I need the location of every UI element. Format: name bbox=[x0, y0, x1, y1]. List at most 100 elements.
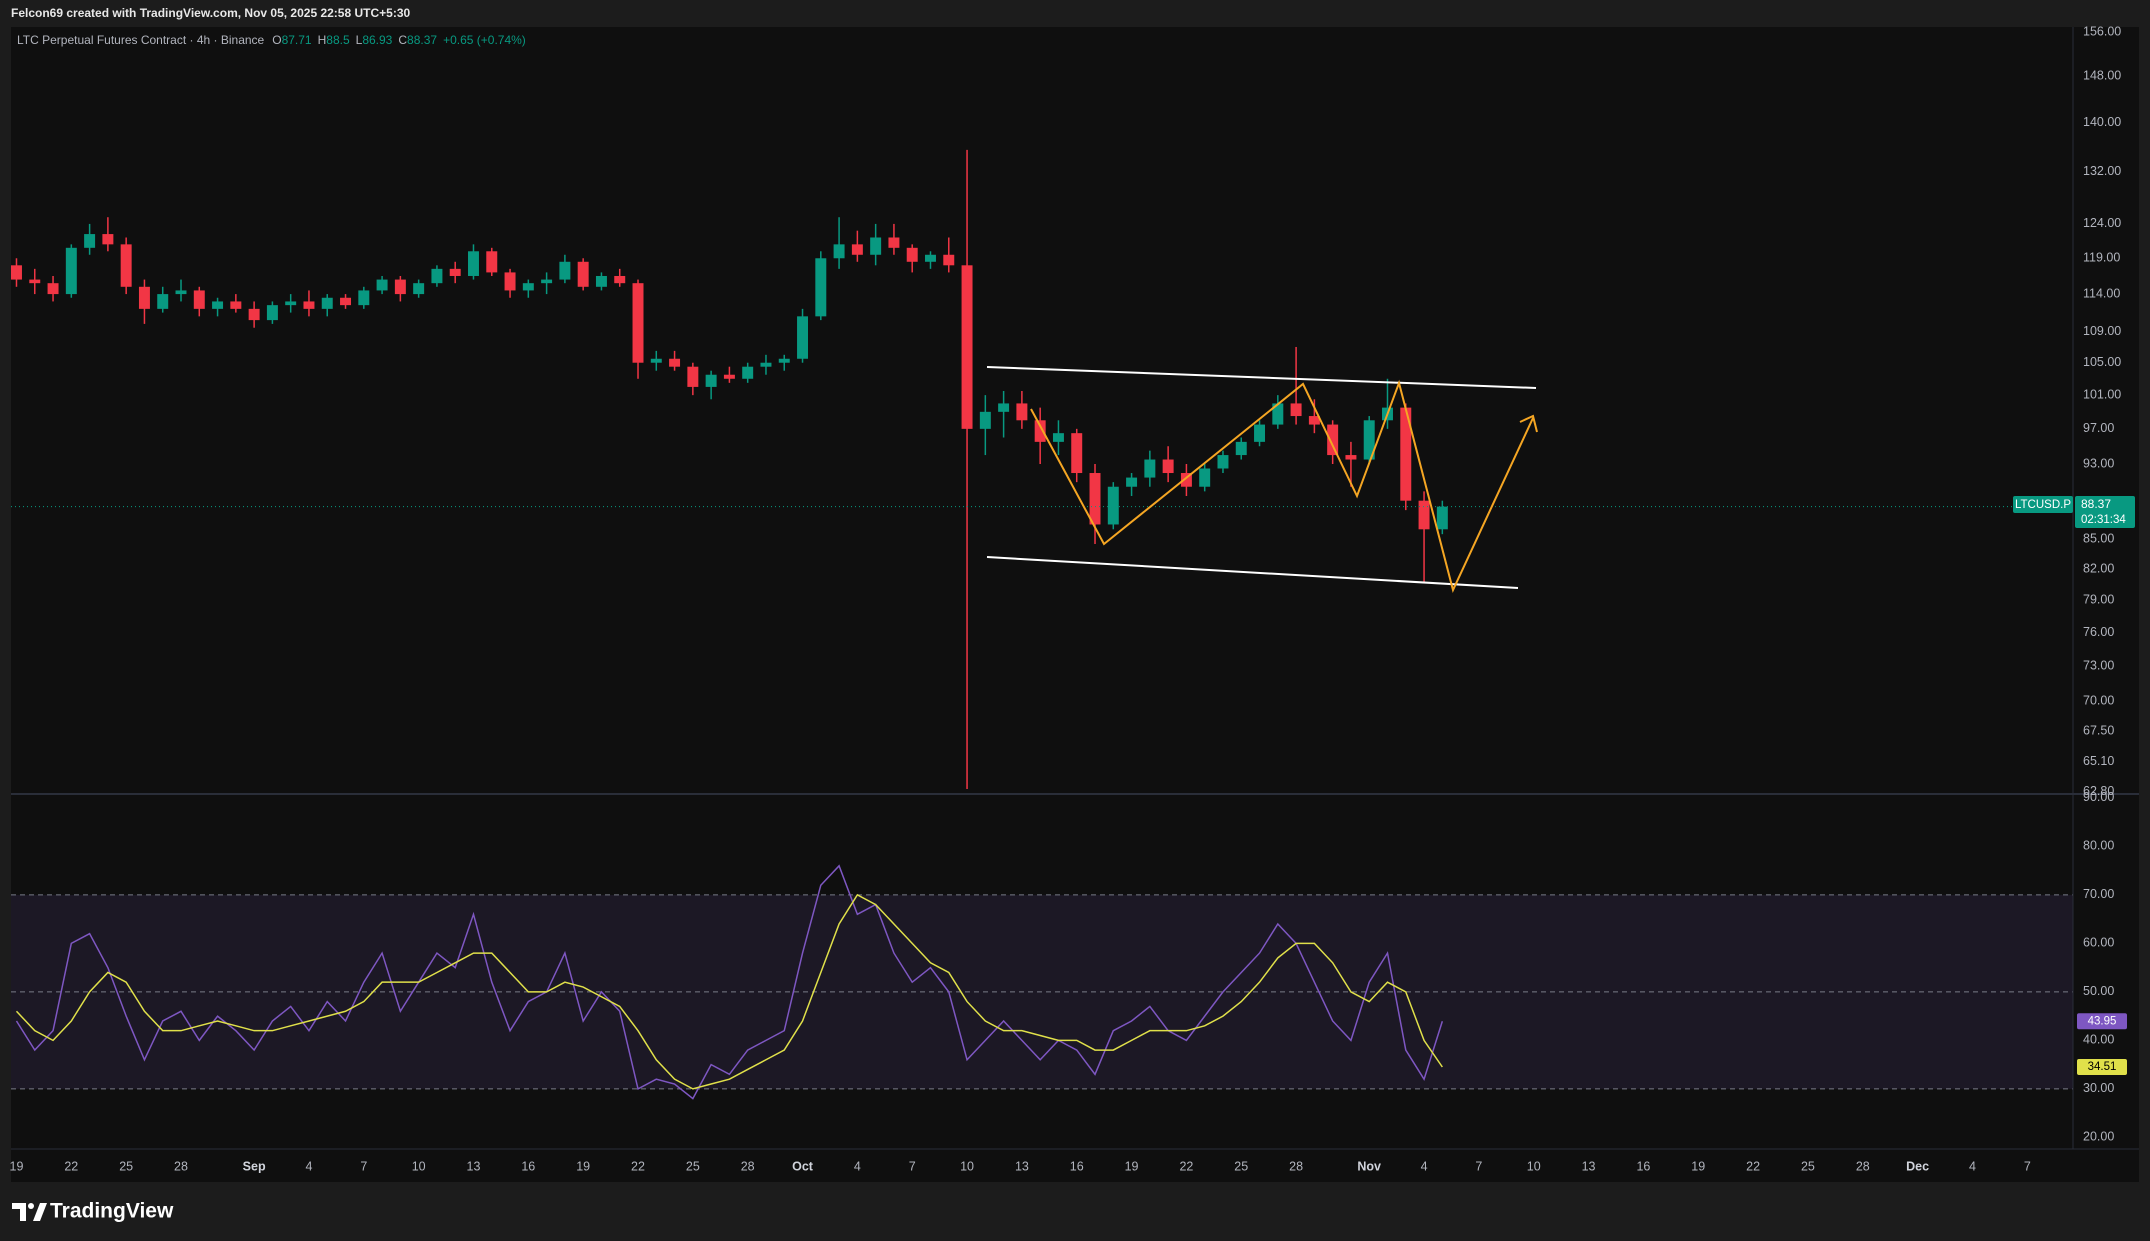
logo-mark bbox=[12, 1203, 26, 1221]
candle-body bbox=[1107, 486, 1119, 525]
x-tick-label: 13 bbox=[1582, 1159, 1596, 1173]
x-tick-label: 10 bbox=[960, 1159, 974, 1173]
y-tick-label: 140.00 bbox=[2083, 115, 2121, 129]
y-tick-label: 119.00 bbox=[2083, 251, 2120, 265]
candle-body bbox=[138, 286, 150, 309]
candle-body bbox=[248, 308, 260, 321]
candle-body bbox=[888, 237, 900, 248]
candle-body bbox=[120, 244, 132, 287]
candle-body bbox=[1290, 403, 1302, 417]
countdown: 02:31:34 bbox=[2081, 514, 2126, 526]
candle-body bbox=[157, 294, 169, 309]
candle-body bbox=[723, 374, 735, 379]
rsi-tick-label: 90.00 bbox=[2083, 790, 2114, 804]
logo-mark bbox=[33, 1203, 47, 1221]
y-tick-label: 114.00 bbox=[2083, 286, 2120, 300]
ohlc-value: 87.71 bbox=[282, 33, 312, 47]
candle-body bbox=[742, 366, 754, 379]
value-tag bbox=[2077, 1058, 2127, 1075]
candle-body bbox=[1400, 407, 1412, 501]
value-tag-label: 43.95 bbox=[2088, 1015, 2117, 1027]
candle-body bbox=[961, 265, 973, 429]
last-price-tag bbox=[2075, 496, 2135, 528]
candle-body bbox=[815, 258, 827, 317]
candle-body bbox=[1034, 420, 1046, 442]
rsi-tick-label: 80.00 bbox=[2083, 839, 2114, 853]
y-tick-label: 85.00 bbox=[2083, 531, 2114, 545]
candle-body bbox=[486, 251, 498, 273]
rsi-tick-label: 70.00 bbox=[2083, 887, 2114, 901]
x-tick-label: 10 bbox=[412, 1159, 426, 1173]
rsi-line bbox=[15, 893, 1443, 1090]
candle-body bbox=[394, 279, 406, 295]
ohlc-key: O bbox=[272, 33, 281, 47]
y-tick-label: 70.00 bbox=[2083, 693, 2114, 707]
x-tick-label: 28 bbox=[174, 1159, 188, 1173]
rsi-tick-label: 30.00 bbox=[2083, 1081, 2114, 1095]
x-tick-label: Sep bbox=[243, 1159, 266, 1173]
x-tick-label: 25 bbox=[1801, 1159, 1815, 1173]
candle-body bbox=[925, 254, 936, 262]
ohlc-key: L bbox=[356, 33, 363, 47]
x-tick-label: 10 bbox=[1527, 1159, 1541, 1173]
candle-body bbox=[266, 305, 278, 321]
candle-body bbox=[833, 244, 845, 259]
x-tick-label: 4 bbox=[854, 1159, 861, 1173]
candle-body bbox=[212, 301, 224, 309]
rsi-line bbox=[15, 864, 1444, 1100]
y-tick-label: 79.00 bbox=[2083, 592, 2114, 606]
candle-body bbox=[1016, 403, 1028, 421]
candle-body bbox=[614, 275, 626, 284]
x-tick-label: 28 bbox=[1856, 1159, 1870, 1173]
candle-body bbox=[358, 290, 370, 306]
symbol-title: LTC Perpetual Futures Contract · 4h · Bi… bbox=[17, 33, 265, 47]
y-tick-label: 105.00 bbox=[2083, 355, 2121, 369]
plot bbox=[11, 149, 2073, 1100]
ohlc-value: 86.93 bbox=[362, 33, 392, 47]
candle-body bbox=[1418, 500, 1430, 530]
x-tick-label: Dec bbox=[1906, 1159, 1929, 1173]
x-tick-label: 13 bbox=[467, 1159, 481, 1173]
candle-body bbox=[376, 279, 388, 291]
x-tick-label: 22 bbox=[1746, 1159, 1760, 1173]
candle-body bbox=[47, 283, 59, 295]
candle-body bbox=[632, 283, 644, 363]
candle-body bbox=[1089, 473, 1101, 525]
candle-body bbox=[11, 265, 22, 280]
candle-body bbox=[303, 301, 315, 309]
candle-body bbox=[29, 279, 41, 284]
y-tick-label: 97.00 bbox=[2083, 421, 2114, 435]
candle-body bbox=[504, 272, 516, 291]
y-tick-label: 73.00 bbox=[2083, 658, 2114, 672]
rsi-pane bbox=[11, 894, 2073, 1090]
x-tick-label: 25 bbox=[686, 1159, 700, 1173]
candle-body bbox=[1327, 424, 1339, 456]
x-tick-label: 19 bbox=[576, 1159, 590, 1173]
candle-body bbox=[1272, 403, 1284, 425]
candle-body bbox=[1345, 455, 1357, 460]
logo-mark bbox=[28, 1203, 34, 1209]
candle-body bbox=[1162, 459, 1174, 474]
y-tick-label: 67.50 bbox=[2083, 724, 2114, 738]
candle-body bbox=[705, 374, 717, 387]
price-tag: LTCUSD.P 88.37 02:31:34 bbox=[2013, 496, 2135, 528]
x-tick-label: 19 bbox=[1125, 1159, 1139, 1173]
candle-body bbox=[943, 254, 955, 266]
x-tick-label: 22 bbox=[64, 1159, 78, 1173]
candle-body bbox=[230, 301, 242, 309]
candle-body bbox=[449, 268, 461, 276]
x-tick-label: Nov bbox=[1357, 1159, 1381, 1173]
y-tick-label: 76.00 bbox=[2083, 625, 2114, 639]
x-tick-label: 4 bbox=[305, 1159, 312, 1173]
candle-body bbox=[760, 362, 772, 367]
x-tick-label: 16 bbox=[1636, 1159, 1650, 1173]
y-tick-label: 124.00 bbox=[2083, 216, 2121, 230]
x-tick-label: 28 bbox=[1289, 1159, 1303, 1173]
x-tick-label: 7 bbox=[2024, 1159, 2031, 1173]
symbol-tag bbox=[2013, 496, 2073, 513]
ohlc-value: 88.37 bbox=[407, 33, 437, 47]
zigzag-path bbox=[1030, 379, 1534, 593]
ohlc-key: H bbox=[318, 33, 327, 47]
candle-body bbox=[595, 275, 607, 287]
candle-body bbox=[1254, 424, 1266, 442]
